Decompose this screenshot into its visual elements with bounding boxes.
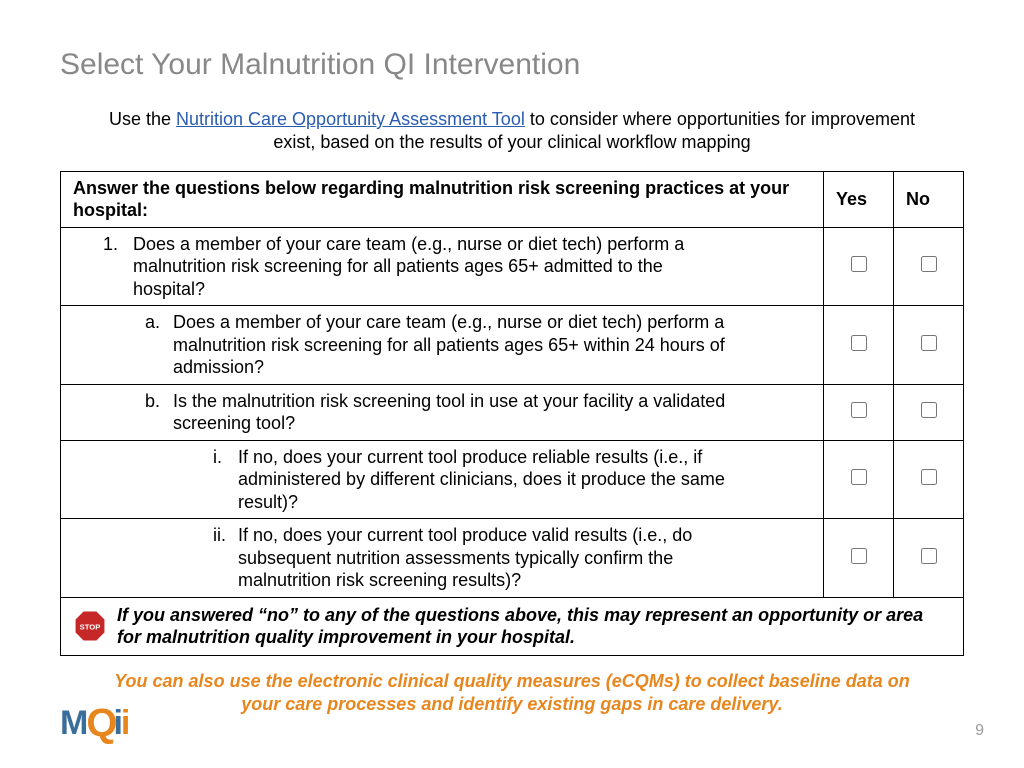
q-num: i.: [73, 446, 238, 469]
table-row: i.If no, does your current tool produce …: [61, 440, 964, 519]
assessment-tool-link[interactable]: Nutrition Care Opportunity Assessment To…: [176, 109, 525, 129]
checkbox-yes[interactable]: [851, 469, 867, 485]
logo-m: M: [60, 704, 86, 743]
header-yes: Yes: [824, 171, 894, 227]
checkbox-no[interactable]: [921, 402, 937, 418]
q-text: If no, does your current tool produce va…: [238, 524, 738, 592]
header-prompt: Answer the questions below regarding mal…: [61, 171, 824, 227]
checkbox-no[interactable]: [921, 335, 937, 351]
table-header-row: Answer the questions below regarding mal…: [61, 171, 964, 227]
header-no: No: [894, 171, 964, 227]
q-text: Does a member of your care team (e.g., n…: [173, 311, 733, 379]
q-num: b.: [73, 390, 173, 413]
q-num: a.: [73, 311, 173, 334]
checkbox-yes[interactable]: [851, 402, 867, 418]
intro-pre: Use the: [109, 109, 176, 129]
page-title: Select Your Malnutrition QI Intervention: [60, 48, 964, 82]
q-num: ii.: [73, 524, 238, 547]
q-text: Does a member of your care team (e.g., n…: [133, 233, 733, 301]
svg-text:STOP: STOP: [80, 623, 101, 632]
screening-questions-table: Answer the questions below regarding mal…: [60, 171, 964, 656]
q-text: Is the malnutrition risk screening tool …: [173, 390, 733, 435]
logo-i2: i: [121, 704, 128, 743]
checkbox-no[interactable]: [921, 256, 937, 272]
table-row: ii.If no, does your current tool produce…: [61, 519, 964, 598]
q-text: If no, does your current tool produce re…: [238, 446, 738, 514]
stop-sign-icon: STOP: [73, 609, 107, 643]
table-row: 1.Does a member of your care team (e.g.,…: [61, 227, 964, 306]
logo-q: Q: [86, 701, 115, 746]
mqii-logo: M Q i i: [60, 699, 128, 744]
intro-text: Use the Nutrition Care Opportunity Asses…: [107, 108, 917, 155]
stop-text: If you answered “no” to any of the quest…: [117, 604, 951, 649]
checkbox-no[interactable]: [921, 548, 937, 564]
footnote: You can also use the electronic clinical…: [60, 670, 964, 717]
page-number: 9: [975, 722, 984, 740]
checkbox-no[interactable]: [921, 469, 937, 485]
checkbox-yes[interactable]: [851, 548, 867, 564]
q-num: 1.: [73, 233, 133, 256]
checkbox-yes[interactable]: [851, 256, 867, 272]
stop-row: STOP If you answered “no” to any of the …: [61, 597, 964, 655]
table-row: b.Is the malnutrition risk screening too…: [61, 384, 964, 440]
table-row: a.Does a member of your care team (e.g.,…: [61, 306, 964, 385]
checkbox-yes[interactable]: [851, 335, 867, 351]
